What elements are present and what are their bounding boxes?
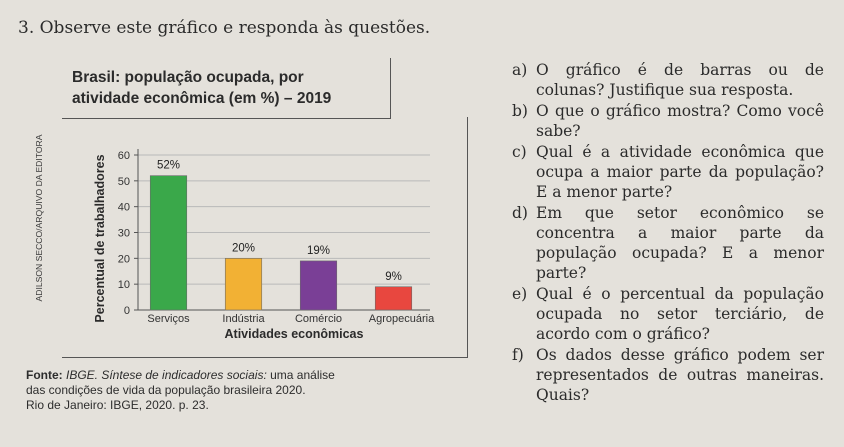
question-item: e) Qual é o percentual da população ocupa… [512, 284, 824, 344]
question-title: 3. Observe este gráfico e responda às qu… [18, 18, 431, 38]
question-letter: e) [512, 285, 528, 303]
question-text: O que o gráfico mostra? Como você sabe? [536, 102, 824, 140]
bar-agropecuria [374, 286, 413, 311]
question-text: O gráfico é de barras ou de colunas? Jus… [536, 61, 824, 99]
question-item: b) O que o gráfico mostra? Como você sabe… [512, 101, 824, 141]
question-text: Qual é o percentual da população ocupada… [536, 285, 824, 343]
source-line3: Rio de Janeiro: IBGE, 2020. p. 23. [26, 398, 209, 412]
chart-title-line1: Brasil: população ocupada, por [72, 69, 304, 86]
question-letter: f) [512, 346, 524, 364]
question-item: a) O gráfico é de barras ou de colunas? J… [512, 60, 824, 100]
bar-indstria [224, 258, 263, 311]
question-letter: c) [512, 143, 527, 161]
x-axis-title: Atividades econômicas [225, 327, 364, 341]
source-italic: IBGE. Síntese de indicadores sociais: [66, 368, 267, 382]
data-label: 9% [385, 271, 402, 283]
data-label: 20% [232, 242, 255, 254]
y-axis-title: Percentual de trabalhadores [93, 154, 107, 322]
chart-title: Brasil: população ocupada, por atividade… [72, 67, 392, 109]
y-tick-label: 30 [118, 228, 130, 240]
question-list: a) O gráfico é de barras ou de colunas? J… [512, 60, 824, 406]
question-item: f) Os dados desse gráfico podem ser repre… [512, 345, 824, 405]
question-text: Qual é a atividade econômica que ocupa a… [536, 143, 824, 201]
source-line1-rest: uma análise [270, 368, 335, 382]
chart-frame [62, 117, 468, 358]
x-tick-label: Agropecuária [369, 313, 435, 325]
source-line2: das condições de vida da população brasi… [26, 383, 306, 397]
y-tick-label: 0 [124, 305, 130, 317]
bar-servios [149, 175, 188, 311]
y-tick-label: 50 [118, 176, 130, 188]
y-tick-label: 10 [118, 279, 130, 291]
data-label: 19% [307, 245, 330, 257]
question-text: Os dados desse gráfico podem ser represe… [536, 346, 824, 404]
data-label: 52% [157, 160, 180, 172]
question-letter: b) [512, 102, 528, 120]
question-letter: d) [512, 204, 528, 222]
x-tick-label: Indústria [222, 313, 265, 325]
question-item: d) Em que setor econômico se concentra a … [512, 203, 824, 283]
bar-comrcio [299, 260, 338, 311]
x-tick-label: Comércio [295, 313, 342, 325]
question-item: c) Qual é a atividade econômica que ocupa… [512, 142, 824, 202]
y-tick-label: 40 [118, 202, 130, 214]
chart-title-box [62, 58, 391, 119]
question-text: Em que setor econômico se concentra a ma… [536, 204, 824, 282]
question-letter: a) [512, 61, 528, 79]
chart-title-line2: atividade econômica (em %) – 2019 [72, 90, 332, 107]
y-tick-label: 20 [118, 253, 130, 265]
source-label: Fonte: [26, 368, 63, 382]
y-tick-label: 60 [118, 150, 130, 162]
source-citation: Fonte: IBGE. Síntese de indicadores soci… [26, 368, 446, 413]
x-tick-label: Serviços [147, 313, 190, 325]
